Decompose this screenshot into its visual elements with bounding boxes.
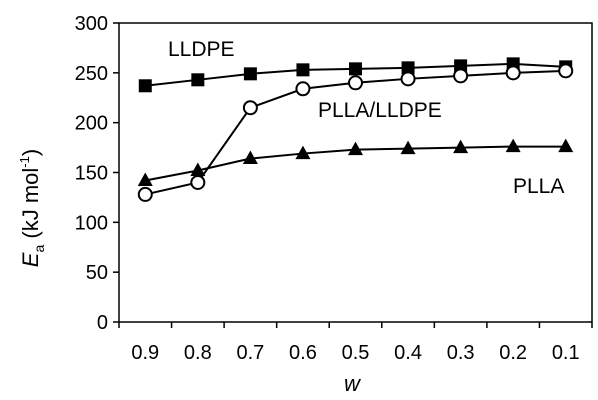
data-point-lldpe (296, 63, 310, 77)
x-tick-label: 0.3 (447, 342, 475, 364)
y-axis-symbol: E (18, 252, 43, 267)
data-point-lldpe (138, 79, 152, 93)
data-point-plla-lldpe (505, 65, 521, 81)
series-plla (137, 138, 574, 186)
y-axis-unit: (kJ mol (18, 168, 43, 245)
data-point-plla (558, 138, 574, 153)
data-point-plla (295, 145, 311, 160)
x-axis-title: w (344, 371, 362, 396)
data-point-lldpe (401, 61, 415, 75)
series-label-lldpe: LLDPE (168, 38, 235, 61)
data-point-plla (453, 139, 469, 154)
data-point-plla (505, 138, 521, 153)
data-point-plla (242, 150, 258, 165)
data-point-plla (190, 162, 206, 177)
y-tick-label: 50 (86, 262, 108, 284)
x-tick-label: 0.8 (184, 342, 212, 364)
x-tick-label: 0.1 (552, 342, 580, 364)
data-point-plla-lldpe (190, 174, 206, 190)
data-point-lldpe (243, 67, 257, 81)
data-point-plla (348, 141, 363, 156)
x-tick-label: 0.9 (131, 342, 159, 364)
series-label-plla: PLLA (513, 175, 564, 198)
series-layer (137, 57, 574, 202)
data-point-plla-lldpe (348, 75, 363, 91)
y-axis-unit-close: ) (18, 149, 43, 156)
y-tick-label: 250 (75, 63, 108, 85)
y-axis-ticks: 0 50 100 150 200 250 300 (75, 13, 119, 334)
data-point-plla-lldpe (295, 81, 311, 97)
data-point-plla (137, 172, 153, 186)
data-point-plla-lldpe (558, 63, 574, 79)
y-axis-unit-exponent: -1 (17, 156, 32, 168)
y-axis-subscript: a (31, 245, 47, 253)
x-tick-label: 0.5 (342, 342, 370, 364)
data-point-plla-lldpe (242, 100, 258, 116)
y-tick-label: 300 (75, 13, 108, 35)
x-tick-label: 0.4 (394, 342, 422, 364)
x-tick-label: 0.6 (289, 342, 317, 364)
x-tick-label: 0.2 (499, 342, 527, 364)
x-axis-ticks: 0.9 0.8 0.7 0.6 0.5 0.4 0.3 0.2 0.1 (118, 322, 593, 364)
x-tick-label: 0.7 (236, 342, 264, 364)
y-tick-label: 200 (75, 113, 108, 135)
data-point-lldpe (349, 62, 362, 76)
data-point-plla (400, 140, 416, 155)
y-tick-label: 100 (75, 212, 108, 234)
y-tick-label: 150 (75, 163, 108, 185)
y-tick-label: 0 (97, 312, 108, 334)
data-point-plla-lldpe (453, 68, 469, 84)
y-axis-title: Ea (kJ mol-1) (17, 149, 47, 267)
data-point-lldpe (191, 73, 205, 87)
data-point-plla-lldpe (400, 71, 416, 87)
series-label-plla-lldpe: PLLA/LLDPE (318, 99, 442, 122)
data-point-plla-lldpe (137, 186, 153, 202)
